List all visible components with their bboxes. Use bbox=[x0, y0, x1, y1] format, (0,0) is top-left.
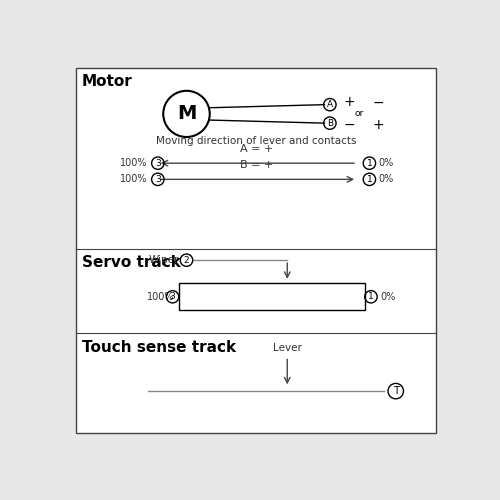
Text: 100%: 100% bbox=[120, 174, 148, 184]
Text: Motor: Motor bbox=[82, 74, 132, 89]
Text: M: M bbox=[177, 104, 196, 124]
Text: Lever: Lever bbox=[273, 342, 302, 352]
Text: Touch sense track: Touch sense track bbox=[82, 340, 236, 354]
Text: Wiper: Wiper bbox=[148, 255, 179, 265]
Text: −: − bbox=[343, 118, 354, 132]
Text: Moving direction of lever and contacts: Moving direction of lever and contacts bbox=[156, 136, 356, 146]
Bar bbox=[179, 284, 365, 310]
Text: A: A bbox=[327, 100, 333, 109]
Text: 0%: 0% bbox=[380, 292, 396, 302]
Text: 0%: 0% bbox=[378, 174, 394, 184]
Text: −: − bbox=[372, 96, 384, 110]
Text: T: T bbox=[392, 386, 399, 396]
Text: A = +: A = + bbox=[240, 144, 273, 154]
Text: 100%: 100% bbox=[148, 292, 175, 302]
Text: 3: 3 bbox=[170, 292, 175, 302]
Text: or: or bbox=[354, 110, 364, 118]
Text: B: B bbox=[327, 118, 333, 128]
Text: 3: 3 bbox=[155, 175, 160, 184]
Text: 1: 1 bbox=[368, 292, 374, 302]
Text: 1: 1 bbox=[366, 158, 372, 168]
Text: Servo track: Servo track bbox=[82, 255, 181, 270]
Text: 1: 1 bbox=[366, 175, 372, 184]
Text: 100%: 100% bbox=[120, 158, 148, 168]
Text: +: + bbox=[372, 118, 384, 132]
Text: 3: 3 bbox=[155, 158, 160, 168]
Polygon shape bbox=[76, 68, 436, 434]
Text: +: + bbox=[343, 96, 354, 110]
Text: 0%: 0% bbox=[378, 158, 394, 168]
Text: 2: 2 bbox=[184, 256, 190, 264]
Text: B = +: B = + bbox=[240, 160, 273, 170]
